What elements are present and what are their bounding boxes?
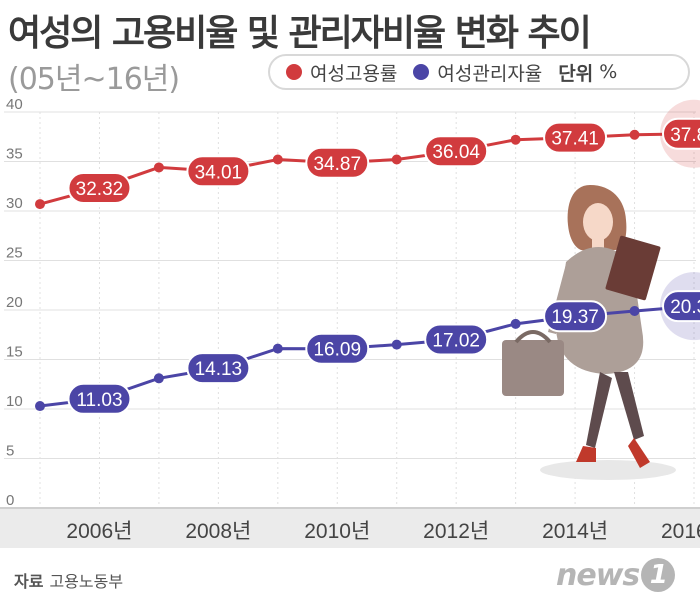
source-label: 자료 <box>14 572 44 591</box>
data-label-bg <box>662 117 700 150</box>
data-label: 20.39 <box>670 297 700 318</box>
legend-unit: % <box>599 61 618 83</box>
data-point <box>153 373 164 384</box>
data-label: 34.01 <box>195 162 243 183</box>
data-label-bg <box>424 323 489 356</box>
data-label: 37.41 <box>551 129 599 150</box>
data-label-bg <box>67 172 132 205</box>
data-label: 19.37 <box>551 307 599 328</box>
data-point <box>272 154 283 165</box>
logo-text: news <box>556 558 640 593</box>
news1-logo: news 1 <box>556 558 676 593</box>
y-tick-label: 0 <box>6 492 14 509</box>
legend-item-manager: 여성관리자율 <box>413 59 542 86</box>
data-label-bg <box>305 146 370 179</box>
legend-unit-label: 단위 <box>558 62 594 85</box>
x-tick-label: 2012년 <box>423 520 489 543</box>
data-label: 34.87 <box>313 154 361 175</box>
woman-illustration <box>502 185 676 480</box>
data-label: 36.04 <box>432 142 480 163</box>
legend-item-employment: 여성고용률 <box>286 59 397 86</box>
y-tick-label: 20 <box>6 294 23 311</box>
y-tick-label: 15 <box>6 344 23 361</box>
y-tick-label: 40 <box>6 96 23 113</box>
data-label-bg <box>186 352 251 385</box>
x-axis: 2006년 2008년 2010년 2012년 2014년 2016년 <box>0 507 700 548</box>
legend-label-employment: 여성고용률 <box>310 62 398 85</box>
data-point <box>629 305 640 316</box>
data-point <box>629 129 640 140</box>
data-label: 16.09 <box>313 340 361 361</box>
legend-dot-manager <box>413 64 430 80</box>
data-point <box>510 318 521 329</box>
data-labels: 32.32 34.01 34.87 36.04 37.41 37.80 11.03 14.13… <box>67 117 700 415</box>
logo-number: 1 <box>641 558 676 592</box>
x-tick-label: 2016년 <box>661 520 700 543</box>
data-point <box>153 162 164 173</box>
y-tick-label: 25 <box>6 245 23 262</box>
y-tick-label: 10 <box>6 393 23 410</box>
data-label-bg <box>543 121 608 154</box>
data-label-bg <box>424 135 489 168</box>
legend-dot-employment <box>286 64 302 80</box>
data-label: 14.13 <box>195 359 243 380</box>
data-point <box>35 401 45 412</box>
data-label-bg <box>543 300 608 333</box>
data-label-bg <box>186 155 251 188</box>
data-label: 17.02 <box>432 331 480 352</box>
data-label: 32.32 <box>76 179 124 200</box>
y-tick-label: 5 <box>6 443 14 460</box>
data-point <box>391 154 402 165</box>
x-tick-label: 2010년 <box>304 520 370 543</box>
data-point <box>35 199 45 210</box>
source-text: 고용노동부 <box>49 572 124 591</box>
x-tick-label: 2008년 <box>185 520 251 543</box>
data-label-bg <box>67 382 132 415</box>
data-label: 11.03 <box>76 390 122 411</box>
y-tick-label: 35 <box>6 146 23 163</box>
source-note: 자료 고용노동부 <box>14 568 123 592</box>
legend: 여성고용률 여성관리자율 단위 % <box>268 54 690 90</box>
data-point <box>391 339 402 350</box>
data-label: 37.80 <box>670 125 700 146</box>
data-label-bg <box>662 290 700 323</box>
x-tick-label: 2006년 <box>66 520 132 543</box>
page-subtitle: (05년~16년) <box>8 62 180 97</box>
x-tick-label: 2014년 <box>542 520 608 543</box>
legend-label-manager: 여성관리자율 <box>437 62 543 85</box>
x-axis-band <box>0 508 700 548</box>
data-point <box>510 134 521 145</box>
y-tick-label: 30 <box>6 195 23 212</box>
data-point <box>272 343 283 354</box>
page-title: 여성의 고용비율 및 관리자비율 변화 추이 <box>8 13 592 54</box>
line-chart: 0 5 10 15 20 25 30 35 40 32.32 34.01 34.87 36.04 37.… <box>0 96 700 548</box>
data-label-bg <box>305 332 370 365</box>
